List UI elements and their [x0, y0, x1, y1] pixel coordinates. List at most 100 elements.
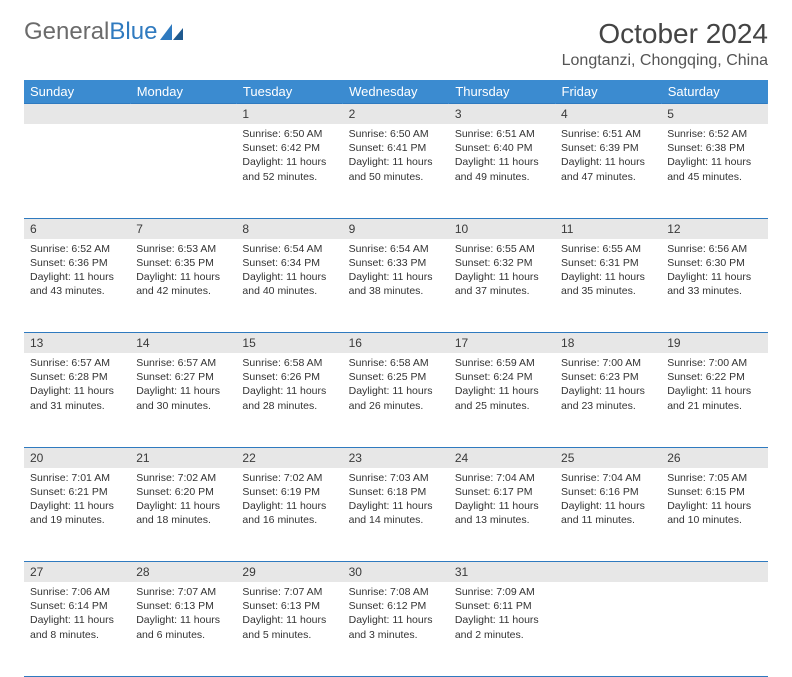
logo-word-b: Blue: [109, 18, 157, 45]
day-number-cell: 4: [555, 104, 661, 125]
weekday-header: Sunday: [24, 80, 130, 104]
day-content: Sunrise: 6:58 AMSunset: 6:25 PMDaylight:…: [343, 353, 449, 419]
day-number-cell: 21: [130, 447, 236, 468]
day-content: Sunrise: 6:50 AMSunset: 6:42 PMDaylight:…: [236, 124, 342, 190]
day-cell: Sunrise: 6:53 AMSunset: 6:35 PMDaylight:…: [130, 239, 236, 333]
day-number-cell: 1: [236, 104, 342, 125]
empty-day-number: [24, 104, 130, 125]
day-number-cell: 7: [130, 218, 236, 239]
day-number-row: 12345: [24, 104, 768, 125]
day-number: 29: [236, 562, 342, 582]
header: GeneralBlue October 2024 Longtanzi, Chon…: [24, 18, 768, 70]
day-number: 28: [130, 562, 236, 582]
day-cell: Sunrise: 7:04 AMSunset: 6:17 PMDaylight:…: [449, 468, 555, 562]
day-number: 17: [449, 333, 555, 353]
day-cell: Sunrise: 6:51 AMSunset: 6:40 PMDaylight:…: [449, 124, 555, 218]
day-number: 19: [661, 333, 767, 353]
day-cell: Sunrise: 6:55 AMSunset: 6:31 PMDaylight:…: [555, 239, 661, 333]
day-content-row: Sunrise: 6:57 AMSunset: 6:28 PMDaylight:…: [24, 353, 768, 447]
day-content: Sunrise: 6:53 AMSunset: 6:35 PMDaylight:…: [130, 239, 236, 305]
calendar-table: SundayMondayTuesdayWednesdayThursdayFrid…: [24, 80, 768, 677]
day-content: Sunrise: 6:54 AMSunset: 6:34 PMDaylight:…: [236, 239, 342, 305]
day-number-cell: 15: [236, 333, 342, 354]
day-content: Sunrise: 7:04 AMSunset: 6:17 PMDaylight:…: [449, 468, 555, 534]
day-content: Sunrise: 7:07 AMSunset: 6:13 PMDaylight:…: [130, 582, 236, 648]
day-cell: Sunrise: 6:51 AMSunset: 6:39 PMDaylight:…: [555, 124, 661, 218]
day-number-cell: 18: [555, 333, 661, 354]
day-cell: Sunrise: 7:06 AMSunset: 6:14 PMDaylight:…: [24, 582, 130, 676]
day-content: Sunrise: 7:08 AMSunset: 6:12 PMDaylight:…: [343, 582, 449, 648]
day-number-cell: 24: [449, 447, 555, 468]
day-number: 31: [449, 562, 555, 582]
day-cell: Sunrise: 7:01 AMSunset: 6:21 PMDaylight:…: [24, 468, 130, 562]
empty-day-cell: [130, 124, 236, 218]
day-content: Sunrise: 6:51 AMSunset: 6:40 PMDaylight:…: [449, 124, 555, 190]
day-cell: Sunrise: 7:03 AMSunset: 6:18 PMDaylight:…: [343, 468, 449, 562]
day-content: Sunrise: 6:50 AMSunset: 6:41 PMDaylight:…: [343, 124, 449, 190]
day-cell: Sunrise: 6:54 AMSunset: 6:34 PMDaylight:…: [236, 239, 342, 333]
day-cell: Sunrise: 6:52 AMSunset: 6:36 PMDaylight:…: [24, 239, 130, 333]
day-number-cell: 14: [130, 333, 236, 354]
day-number-cell: 17: [449, 333, 555, 354]
day-number: 16: [343, 333, 449, 353]
day-content-row: Sunrise: 6:52 AMSunset: 6:36 PMDaylight:…: [24, 239, 768, 333]
day-content-row: Sunrise: 7:06 AMSunset: 6:14 PMDaylight:…: [24, 582, 768, 676]
day-content: Sunrise: 6:52 AMSunset: 6:38 PMDaylight:…: [661, 124, 767, 190]
day-number: 25: [555, 448, 661, 468]
day-number-cell: 9: [343, 218, 449, 239]
day-number: 26: [661, 448, 767, 468]
day-number: 11: [555, 219, 661, 239]
empty-day-number: [555, 562, 661, 583]
day-content: Sunrise: 7:00 AMSunset: 6:23 PMDaylight:…: [555, 353, 661, 419]
day-number-cell: 12: [661, 218, 767, 239]
day-number: 6: [24, 219, 130, 239]
day-number: 14: [130, 333, 236, 353]
day-cell: Sunrise: 6:50 AMSunset: 6:41 PMDaylight:…: [343, 124, 449, 218]
empty-day-cell: [555, 582, 661, 676]
title-block: October 2024 Longtanzi, Chongqing, China: [562, 18, 768, 70]
day-number: 3: [449, 104, 555, 124]
day-number: 20: [24, 448, 130, 468]
day-number-cell: 26: [661, 447, 767, 468]
day-cell: Sunrise: 6:56 AMSunset: 6:30 PMDaylight:…: [661, 239, 767, 333]
sail-icon: [159, 23, 185, 41]
day-content: Sunrise: 7:00 AMSunset: 6:22 PMDaylight:…: [661, 353, 767, 419]
day-number-cell: 27: [24, 562, 130, 583]
empty-day-cell: [661, 582, 767, 676]
day-number: 2: [343, 104, 449, 124]
day-cell: Sunrise: 6:59 AMSunset: 6:24 PMDaylight:…: [449, 353, 555, 447]
day-number: 12: [661, 219, 767, 239]
day-number: 5: [661, 104, 767, 124]
day-number-cell: 11: [555, 218, 661, 239]
day-content: Sunrise: 6:56 AMSunset: 6:30 PMDaylight:…: [661, 239, 767, 305]
day-cell: Sunrise: 7:02 AMSunset: 6:20 PMDaylight:…: [130, 468, 236, 562]
day-cell: Sunrise: 7:00 AMSunset: 6:23 PMDaylight:…: [555, 353, 661, 447]
day-number: 27: [24, 562, 130, 582]
day-content: Sunrise: 6:54 AMSunset: 6:33 PMDaylight:…: [343, 239, 449, 305]
day-content: Sunrise: 7:01 AMSunset: 6:21 PMDaylight:…: [24, 468, 130, 534]
day-content: Sunrise: 6:58 AMSunset: 6:26 PMDaylight:…: [236, 353, 342, 419]
day-cell: Sunrise: 6:50 AMSunset: 6:42 PMDaylight:…: [236, 124, 342, 218]
day-number-cell: 6: [24, 218, 130, 239]
day-number-cell: 16: [343, 333, 449, 354]
day-content: Sunrise: 6:57 AMSunset: 6:27 PMDaylight:…: [130, 353, 236, 419]
day-cell: Sunrise: 6:58 AMSunset: 6:26 PMDaylight:…: [236, 353, 342, 447]
day-number: 13: [24, 333, 130, 353]
day-number-cell: 29: [236, 562, 342, 583]
day-number: 10: [449, 219, 555, 239]
day-number: 18: [555, 333, 661, 353]
day-number-row: 20212223242526: [24, 447, 768, 468]
day-content: Sunrise: 6:57 AMSunset: 6:28 PMDaylight:…: [24, 353, 130, 419]
calendar-header-row: SundayMondayTuesdayWednesdayThursdayFrid…: [24, 80, 768, 104]
logo: GeneralBlue: [24, 18, 185, 46]
day-content: Sunrise: 7:09 AMSunset: 6:11 PMDaylight:…: [449, 582, 555, 648]
day-cell: Sunrise: 7:08 AMSunset: 6:12 PMDaylight:…: [343, 582, 449, 676]
day-number-cell: 13: [24, 333, 130, 354]
day-number-cell: 19: [661, 333, 767, 354]
day-number-cell: 3: [449, 104, 555, 125]
day-number-cell: 8: [236, 218, 342, 239]
month-title: October 2024: [562, 18, 768, 50]
day-number: 1: [236, 104, 342, 124]
weekday-header: Wednesday: [343, 80, 449, 104]
day-content: Sunrise: 7:05 AMSunset: 6:15 PMDaylight:…: [661, 468, 767, 534]
